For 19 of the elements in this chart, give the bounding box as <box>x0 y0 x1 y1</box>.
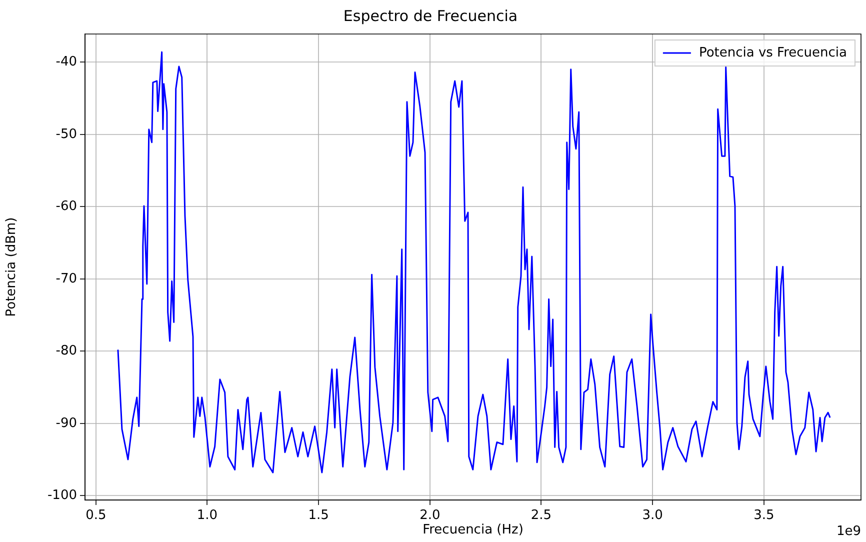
x-tick-label: 1.5 <box>308 508 329 524</box>
y-tick-label: -40 <box>56 54 77 70</box>
text: 1e9 <box>836 524 861 539</box>
y-tick-label: -80 <box>56 344 77 359</box>
x-tick-label: 3.0 <box>642 508 663 524</box>
chart-title: Espectro de Frecuencia <box>343 6 518 25</box>
x-axis-title: Frecuencia (Hz) <box>422 522 524 538</box>
x-tick-label: 3.5 <box>754 508 774 524</box>
y-tick-label: -100 <box>47 488 77 504</box>
y-tick-label: -90 <box>56 416 77 431</box>
legend-label: Potencia vs Frecuencia <box>698 45 848 60</box>
x-tick-label: 0.5 <box>86 508 106 524</box>
y-tick-label: -70 <box>56 271 77 286</box>
y-axis-title: Potencia (dBm) <box>4 217 20 317</box>
y-tick-label: -50 <box>56 126 77 142</box>
x-tick-label: 2.5 <box>530 508 552 524</box>
y-tick-label: -60 <box>56 199 77 214</box>
x-tick-label: 2.0 <box>420 508 440 524</box>
x-tick-label: 1.0 <box>196 508 218 524</box>
